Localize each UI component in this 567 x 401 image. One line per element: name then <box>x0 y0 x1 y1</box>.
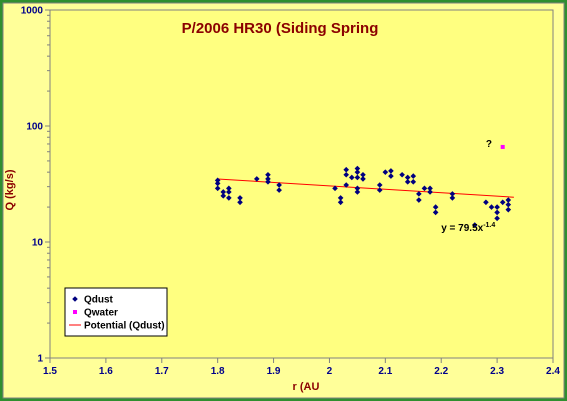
qdust-point <box>360 176 366 182</box>
legend-box <box>64 287 168 337</box>
qdust-point <box>354 189 361 195</box>
y-tick-label: 10 <box>32 238 44 249</box>
qdust-point <box>276 182 282 188</box>
qdust-point <box>253 176 260 182</box>
qdust-point <box>337 195 344 201</box>
y-tick-label: 1000 <box>21 6 44 17</box>
chart-annotation: y = 79.5x-1.4 <box>441 222 495 234</box>
qdust-point <box>427 185 433 192</box>
qdust-point <box>354 169 361 175</box>
x-axis-title: r (AU <box>293 381 320 393</box>
qdust-point <box>432 209 439 216</box>
legend-label: Potential (Qdust) <box>84 321 165 332</box>
qdust-point <box>220 193 227 199</box>
qdust-point <box>404 174 411 181</box>
qdust-point <box>265 179 271 185</box>
qdust-point <box>343 166 350 173</box>
y-tick-label: 100 <box>26 122 43 133</box>
y-axis-title: Q (kg/s) <box>4 169 16 210</box>
qdust-point <box>360 171 366 178</box>
x-tick-label: 1.5 <box>43 366 57 377</box>
x-tick-label: 2.2 <box>434 366 448 377</box>
qdust-point <box>376 187 383 193</box>
qdust-point <box>410 173 417 179</box>
qdust-point <box>337 199 344 206</box>
qdust-point <box>416 191 422 197</box>
legend-square-swatch <box>73 310 77 314</box>
qdust-point <box>388 168 394 174</box>
qwater-point <box>500 144 505 149</box>
annotations-layer: y = 79.5x-1.4? <box>441 139 495 234</box>
legend-label: Qwater <box>84 308 118 319</box>
x-tick-label: 2 <box>327 366 333 377</box>
qdust-point <box>226 189 232 195</box>
legend-label: Qdust <box>84 295 114 306</box>
qdust-point <box>343 182 350 188</box>
qdust-point <box>265 171 271 178</box>
qdust-point <box>343 171 350 178</box>
y-axis: 1 10 100 1000 <box>21 6 50 365</box>
qdust-point <box>488 204 495 210</box>
qdust-point <box>404 179 411 185</box>
qdust-point <box>220 189 227 195</box>
x-tick-label: 1.9 <box>267 366 281 377</box>
x-tick-label: 2.1 <box>378 366 392 377</box>
qdust-point <box>214 185 221 192</box>
qdust-point <box>432 204 439 210</box>
legend: Qdust Qwater Potential (Qdust) <box>64 287 168 337</box>
qdust-point <box>226 195 232 201</box>
x-tick-label: 1.6 <box>99 366 113 377</box>
qdust-point <box>226 185 232 192</box>
qdust-point <box>449 191 456 197</box>
qdust-point <box>354 174 361 181</box>
qdust-point <box>421 185 428 192</box>
chart-title: P/2006 HR30 (Siding Spring <box>182 20 379 37</box>
qdust-point <box>410 179 417 185</box>
qdust-point <box>214 180 221 187</box>
x-tick-label: 2.3 <box>490 366 504 377</box>
qdust-point <box>505 206 512 213</box>
qdust-point <box>265 176 271 182</box>
qdust-point <box>471 222 478 228</box>
qdust-point <box>388 173 394 179</box>
qdust-point <box>499 199 506 206</box>
chart-annotation: ? <box>486 139 492 150</box>
y-tick-label: 1 <box>37 354 43 365</box>
qdust-point <box>505 201 512 208</box>
qdust-point <box>214 177 221 184</box>
qdust-point <box>376 182 383 188</box>
qdust-point <box>399 171 405 178</box>
qdust-point <box>427 189 433 195</box>
qdust-point <box>276 187 282 193</box>
x-axis: 1.5 1.6 1.7 1.8 1.9 2 2.1 2.2 2.3 2.4 <box>43 358 560 377</box>
qdust-point <box>416 197 422 203</box>
qdust-point <box>354 185 361 192</box>
qdust-point <box>494 209 500 216</box>
legend-diamond-swatch <box>72 296 78 302</box>
qdust-point <box>382 169 389 175</box>
qdust-point <box>237 199 243 206</box>
x-tick-label: 1.7 <box>155 366 169 377</box>
data-points-layer <box>214 144 512 228</box>
qdust-point <box>494 204 500 210</box>
x-tick-label: 1.8 <box>211 366 225 377</box>
qdust-point <box>505 197 512 203</box>
legend-items: Qdust Qwater Potential (Qdust) <box>69 295 165 332</box>
qdust-point <box>494 215 500 222</box>
x-tick-label: 2.4 <box>546 366 560 377</box>
qdust-point <box>449 195 456 201</box>
qdust-point <box>354 165 361 172</box>
qdust-point <box>237 195 243 201</box>
qdust-point <box>349 174 355 181</box>
qdust-point <box>483 199 489 206</box>
qdust-point <box>332 185 338 192</box>
